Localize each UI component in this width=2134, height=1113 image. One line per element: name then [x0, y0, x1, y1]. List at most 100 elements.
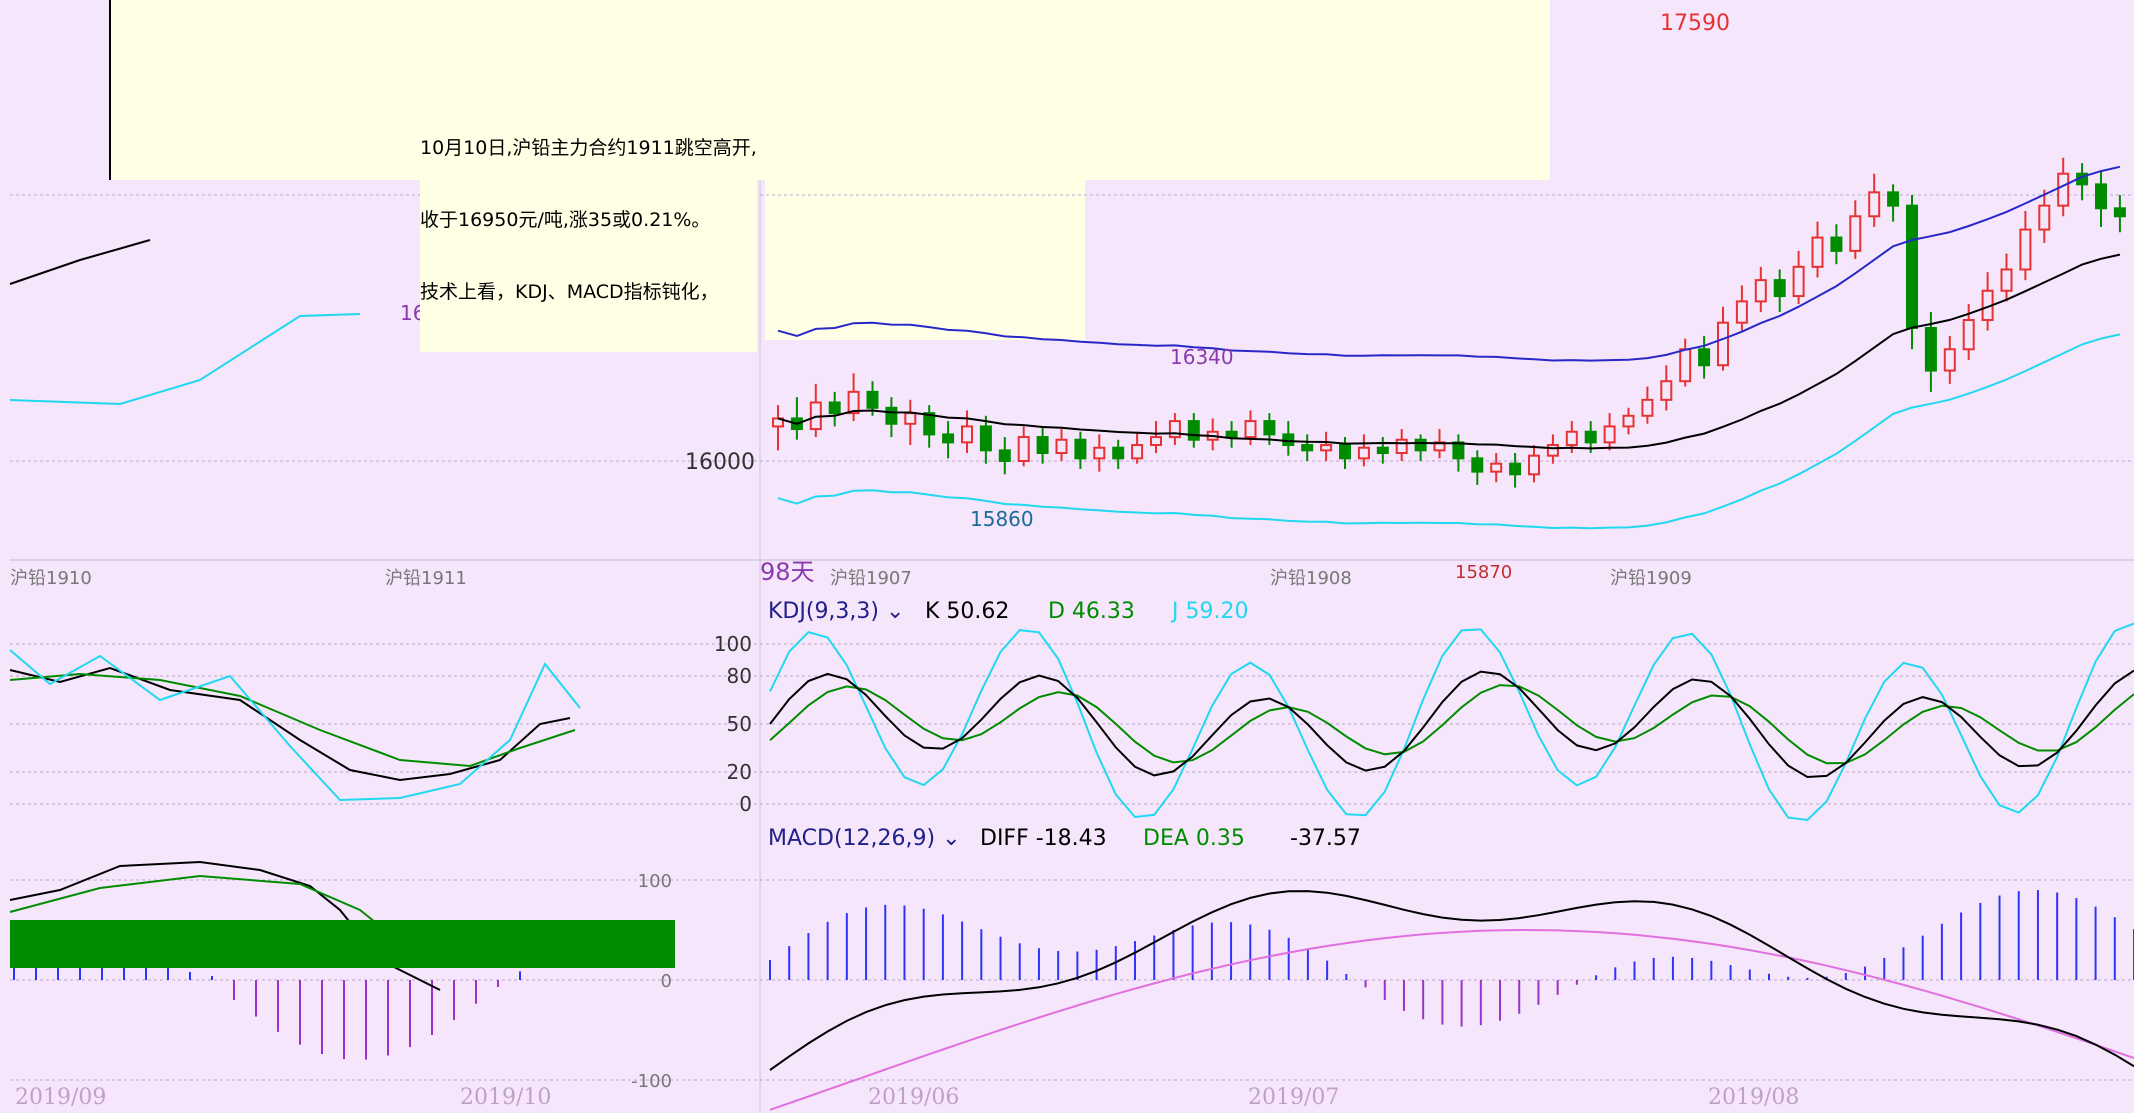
candle-body	[904, 412, 917, 425]
macd-diff-value: DIFF -18.43	[980, 826, 1107, 851]
macd-tick-label: 0	[661, 971, 672, 992]
candle-body	[1584, 430, 1597, 444]
candle-body	[1868, 191, 1881, 218]
macd-macd-value: -37.57	[1290, 826, 1361, 851]
candle-body	[1150, 436, 1162, 447]
kdj-d-line	[769, 684, 2134, 765]
candle-body	[1225, 430, 1238, 439]
kdj-tick-label: 80	[727, 664, 752, 688]
kdj-j-line	[9, 649, 581, 802]
candle-body	[1754, 279, 1767, 303]
kdj-tick-label: 20	[727, 760, 752, 784]
candle-body	[942, 433, 955, 444]
candle-body	[1320, 444, 1333, 452]
candle-body	[1074, 438, 1087, 460]
kdj-k-line	[9, 666, 571, 782]
candle-body	[1395, 438, 1408, 455]
x-tick-label: 2019/10	[460, 1085, 551, 1110]
analysis-annotation: 10月10日,沪铅主力合约1911跳空高开, 收于16950元/吨,涨35或0.…	[420, 88, 757, 352]
macd-tick-label: -100	[631, 1071, 672, 1092]
x-tick-label: 2019/06	[868, 1085, 959, 1110]
candle-body	[923, 412, 936, 436]
candle-body	[1546, 444, 1559, 457]
kdj-k-line	[769, 669, 2134, 779]
price-low-label: 15860	[970, 507, 1034, 531]
candle-body	[961, 425, 973, 444]
candle-body	[1452, 441, 1465, 460]
candle-body	[1698, 348, 1711, 367]
kdj-title: KDJ(9,3,3) ⌄	[768, 599, 904, 624]
candle-body	[2113, 207, 2126, 218]
price-note-label: 15870	[1455, 562, 1512, 583]
candle-body	[847, 390, 860, 415]
candle-body	[998, 449, 1011, 462]
candle-body	[1811, 236, 1824, 268]
kdj-j-line	[769, 622, 2134, 822]
contract-label: 沪铅1909	[1610, 568, 1692, 589]
cream-patch	[765, 180, 1085, 340]
candle-body	[1773, 279, 1786, 298]
boll-mid-line	[9, 239, 151, 285]
candle-body	[1717, 321, 1729, 367]
candle-body	[1244, 420, 1257, 439]
kdj-tick-label: 0	[739, 792, 752, 816]
candle-body	[1036, 436, 1049, 455]
candle-body	[1282, 433, 1295, 447]
contract-label: 沪铅1910	[10, 568, 92, 589]
candle-body	[2095, 183, 2107, 210]
candle-body	[1528, 454, 1540, 476]
upper-cream-panel	[110, 0, 1550, 180]
kdj-tick-label: 50	[727, 712, 752, 736]
kdj-d-line	[9, 672, 576, 768]
candle-body	[1924, 327, 1937, 372]
boll-upper-line	[777, 165, 2121, 362]
candle-body	[1887, 191, 1900, 207]
candle-body	[2038, 204, 2051, 231]
candle-body	[1565, 430, 1578, 447]
candle-body	[1263, 420, 1276, 436]
candle-body	[1906, 204, 1918, 329]
candle-body	[1679, 348, 1692, 383]
candle-body	[1055, 438, 1068, 455]
candle-body	[1376, 446, 1389, 455]
candle-body	[1490, 462, 1503, 473]
candle-body	[1830, 236, 1843, 252]
candle-body	[885, 406, 898, 425]
macd-diff-line	[769, 890, 2134, 1071]
boll-mid-line	[777, 253, 2121, 450]
candle-body	[2057, 172, 2070, 207]
candle-body	[1414, 438, 1427, 452]
macd-title: MACD(12,26,9) ⌄	[768, 826, 961, 851]
kdj-d-value: D 46.33	[1048, 599, 1135, 624]
annotation-line: 10月10日,沪铅主力合约1911跳空高开,	[420, 137, 757, 159]
candle-body	[1962, 319, 1975, 351]
candle-body	[1187, 420, 1200, 441]
annotation-line: 技术上看，KDJ、MACD指标钝化，	[420, 281, 719, 303]
x-tick-label: 2019/07	[1248, 1085, 1339, 1110]
price-tick-label: 16000	[685, 450, 755, 475]
macd-dea-line	[769, 928, 2134, 1111]
candle-body	[1603, 425, 1616, 444]
candle-body	[1168, 420, 1181, 439]
candle-body	[1660, 380, 1673, 401]
candle-body	[1622, 414, 1635, 428]
candle-body	[979, 425, 992, 452]
candle-body	[1339, 444, 1351, 460]
kdj-tick-label: 100	[714, 632, 752, 656]
kdj-j-value: J 59.20	[1170, 599, 1248, 624]
candle-body	[1641, 398, 1654, 417]
candle-body	[1509, 462, 1522, 476]
candle-body	[866, 390, 879, 409]
candle-body	[828, 401, 841, 415]
candle-body	[1357, 446, 1370, 460]
days-label: 98天	[760, 558, 815, 586]
candle-body	[2000, 268, 2013, 292]
candle-body	[1301, 444, 1314, 452]
macd-dea-line	[9, 874, 411, 951]
x-tick-label: 2019/08	[1708, 1085, 1799, 1110]
candle-body	[1849, 215, 1862, 252]
boll-lower-line	[777, 333, 2121, 530]
annotation-line: 收于16950元/吨,涨35或0.21%。	[420, 209, 711, 231]
candle-body	[1943, 348, 1956, 372]
